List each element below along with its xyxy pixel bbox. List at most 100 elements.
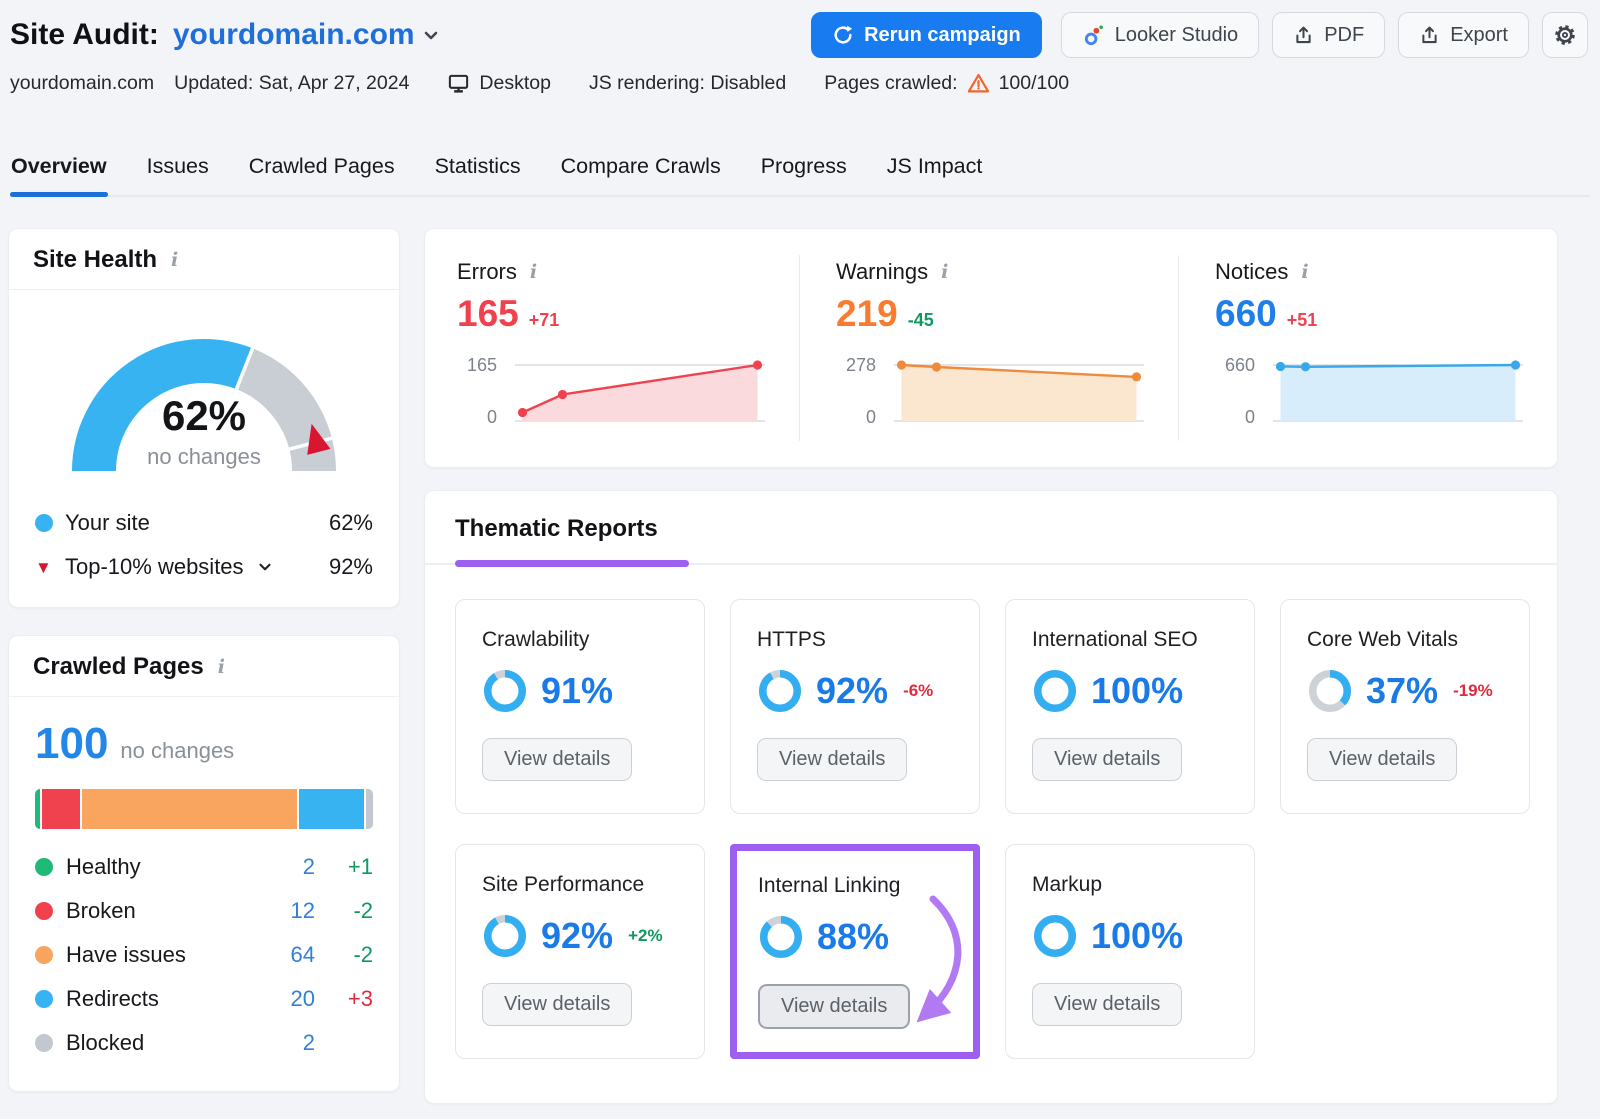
thematic-card-title: Internal Linking (758, 874, 901, 897)
trend-sparkline (1265, 349, 1533, 438)
legend-row-broken: Broken 12 -2 (35, 889, 373, 933)
meta-pages-crawled: Pages crawled: 100/100 (824, 72, 1070, 94)
thematic-card-international-seo: International SEO 100% View details (1005, 599, 1255, 814)
score-donut-chart (1034, 915, 1076, 957)
thematic-reports-title: Thematic Reports (455, 515, 658, 542)
stat-delta: -45 (907, 310, 934, 330)
benchmark-triangle-icon: ▼ (35, 557, 52, 577)
legend-count: 64 (290, 942, 315, 967)
bar-segment-healthy (35, 789, 42, 829)
info-icon[interactable]: i (529, 260, 538, 283)
score-donut-chart (1309, 670, 1351, 712)
your-site-label: Your site (65, 510, 150, 535)
info-icon[interactable]: i (171, 248, 179, 271)
legend-dot (35, 1034, 53, 1052)
tab-issues[interactable]: Issues (146, 154, 209, 178)
axis-min-label: 0 (865, 407, 876, 427)
axis-max-label: 165 (466, 355, 497, 375)
view-details-button[interactable]: View details (1307, 738, 1458, 781)
stat-title: Errors (457, 259, 517, 284)
report-tabs: Overview Issues Crawled Pages Statistics Com… (10, 150, 1590, 197)
rerun-campaign-button[interactable]: Rerun campaign (811, 12, 1042, 58)
thematic-accent-bar (455, 560, 689, 567)
crawled-pages-total: 100 (35, 719, 109, 768)
thematic-card-title: HTTPS (757, 628, 826, 651)
site-health-title: Site Health (33, 246, 158, 273)
tab-crawled-pages[interactable]: Crawled Pages (248, 154, 395, 178)
looker-studio-button[interactable]: Looker Studio (1060, 12, 1260, 58)
view-details-button[interactable]: View details (1032, 738, 1183, 781)
crawled-pages-card: Crawled Pages i 100 no changes Healthy 2 +… (8, 635, 400, 1092)
legend-count: 2 (302, 1030, 315, 1055)
looker-studio-icon (1084, 24, 1103, 45)
info-icon[interactable]: i (217, 655, 225, 678)
your-site-dot (35, 514, 53, 532)
view-details-button[interactable]: View details (482, 983, 633, 1026)
thematic-score: 92% (816, 670, 889, 711)
thematic-card-site-performance: Site Performance 92% +2% View details (455, 844, 705, 1059)
site-health-change: no changes (147, 444, 261, 469)
view-details-button[interactable]: View details (757, 738, 908, 781)
axis-max-label: 278 (845, 355, 876, 375)
issues-summary-panel: Errors i 165 +71 165 0 Warnings i 219 -45 278 0 Noti… (424, 228, 1558, 468)
site-health-gauge: 62% no changes (39, 316, 369, 491)
domain-selector[interactable]: yourdomain.com (173, 18, 441, 52)
site-health-legend: Your site 62% ▼ Top-10% websites 92% (9, 491, 399, 589)
tab-js-impact[interactable]: JS Impact (886, 154, 983, 178)
export-button[interactable]: Export (1398, 12, 1529, 58)
legend-row-healthy: Healthy 2 +1 (35, 845, 373, 889)
domain-name: yourdomain.com (172, 18, 415, 51)
score-donut-chart (484, 915, 526, 957)
page-header: Site Audit: yourdomain.com Rerun campaig… (10, 10, 1588, 60)
tab-progress[interactable]: Progress (760, 154, 847, 178)
info-icon[interactable]: i (941, 260, 949, 283)
legend-row-blocked: Blocked 2 (35, 1021, 373, 1065)
score-donut-chart (760, 916, 802, 958)
thematic-cards-grid: Crawlability 91% View details HTTPS 92% -6% Vi… (425, 565, 1557, 1059)
score-donut-chart (759, 670, 801, 712)
chevron-down-icon[interactable] (256, 558, 274, 576)
legend-dot (35, 946, 53, 964)
legend-row-redirects: Redirects 20 +3 (35, 977, 373, 1021)
desktop-icon (449, 74, 469, 93)
axis-min-label: 0 (1244, 407, 1255, 427)
top10-value: 92% (328, 554, 373, 579)
legend-delta: -2 (353, 898, 373, 923)
view-details-button[interactable]: View details (1032, 983, 1183, 1026)
stat-title: Notices (1215, 259, 1289, 284)
upload-icon (1422, 26, 1437, 43)
settings-button[interactable] (1542, 12, 1588, 58)
audit-meta-bar: yourdomain.com Updated: Sat, Apr 27, 202… (10, 72, 1069, 95)
top10-label: Top-10% websites (65, 554, 244, 579)
tab-overview[interactable]: Overview (10, 150, 108, 197)
stat-value: 165 (457, 293, 519, 334)
legend-dot (35, 902, 53, 920)
site-health-score: 62% (161, 392, 247, 439)
thematic-score: 37% (1366, 670, 1439, 711)
legend-row-top10: ▼ Top-10% websites 92% (35, 545, 373, 589)
crawled-pages-title: Crawled Pages (33, 653, 204, 680)
axis-min-label: 0 (486, 407, 497, 427)
page-title: Site Audit: (10, 18, 159, 51)
legend-delta: -2 (353, 942, 373, 967)
thematic-card-title: Markup (1032, 873, 1103, 896)
tab-statistics[interactable]: Statistics (434, 154, 521, 178)
bar-segment-redirects (298, 789, 367, 829)
legend-row-your-site: Your site 62% (35, 501, 373, 545)
site-health-card: Site Health i 62% no changes Your site 6… (8, 228, 400, 608)
view-details-button[interactable]: View details (758, 984, 911, 1029)
stat-column-errors: Errors i 165 +71 165 0 (425, 255, 799, 441)
thematic-score: 91% (541, 670, 614, 711)
meta-updated: Updated: Sat, Apr 27, 2024 (174, 72, 410, 94)
chevron-down-icon (424, 31, 437, 40)
meta-device: Desktop (447, 72, 551, 95)
thematic-score: 92% (541, 915, 614, 956)
info-icon[interactable]: i (1301, 260, 1309, 283)
bar-segment-blocked (366, 789, 373, 829)
stat-delta: +71 (528, 310, 560, 330)
tab-compare-crawls[interactable]: Compare Crawls (560, 154, 721, 178)
pdf-export-button[interactable]: PDF (1272, 12, 1386, 58)
thematic-delta: -6% (903, 681, 934, 700)
view-details-button[interactable]: View details (482, 738, 633, 781)
legend-label: Have issues (66, 942, 186, 967)
